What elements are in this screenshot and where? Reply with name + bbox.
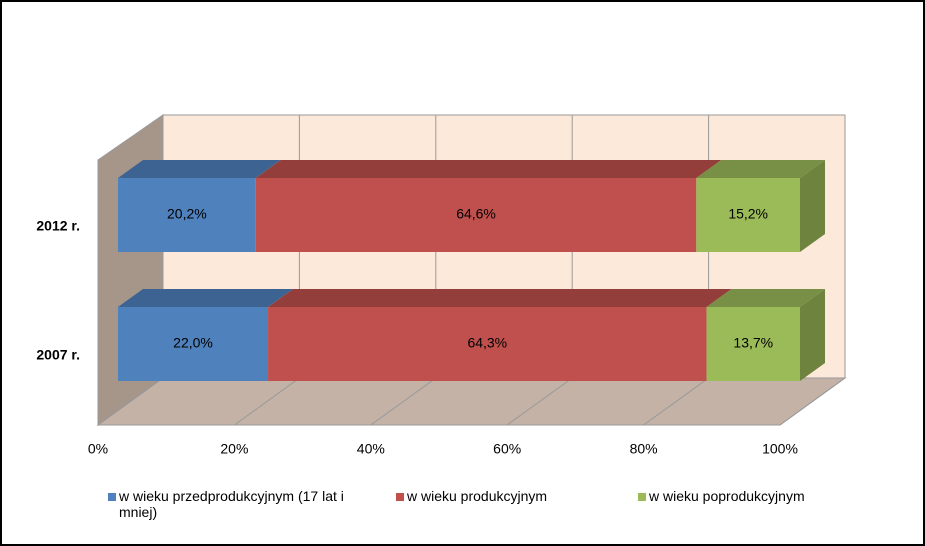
floor-grid-line <box>97 377 164 426</box>
value-label: 20,2% <box>167 206 207 222</box>
x-tick-label: 0% <box>88 441 108 457</box>
floor-grid-line <box>370 377 437 426</box>
bar-top <box>118 160 281 178</box>
x-tick-label: 20% <box>220 441 248 457</box>
bar-top <box>706 289 825 307</box>
bar <box>118 307 269 381</box>
legend-swatch <box>638 493 646 501</box>
bar <box>255 178 697 252</box>
legend-item: w wieku przedprodukcyjnym (17 lat i mnie… <box>108 488 368 520</box>
bar-top <box>255 160 722 178</box>
legend-label: w wieku poprodukcyjnym <box>649 488 805 504</box>
x-tick-label: 40% <box>357 441 385 457</box>
bar <box>118 178 256 252</box>
bar-top <box>268 289 732 307</box>
value-label: 22,0% <box>173 335 213 351</box>
floor <box>96 377 847 426</box>
floor-grid-line <box>506 377 573 426</box>
value-label: 13,7% <box>733 335 773 351</box>
value-label: 64,6% <box>456 206 496 222</box>
legend-swatch <box>108 493 116 501</box>
y-tick-label: 2007 r. <box>36 347 80 363</box>
x-tick-label: 80% <box>630 441 658 457</box>
x-tick-label: 100% <box>762 441 798 457</box>
bar <box>696 178 800 252</box>
value-label: 64,3% <box>467 335 507 351</box>
bar <box>706 307 800 381</box>
floor-grid-line <box>643 377 709 426</box>
bar-top <box>696 160 825 178</box>
floor-grid-line <box>779 377 846 426</box>
y-tick-label: 2012 r. <box>36 218 80 234</box>
bar-side <box>800 289 825 381</box>
legend-label: w wieku produkcyjnym <box>407 488 548 504</box>
bar-top <box>118 289 294 307</box>
bar <box>268 307 707 381</box>
bar-side <box>800 160 825 252</box>
floor-grid-line <box>234 377 300 426</box>
x-tick-label: 60% <box>493 441 521 457</box>
value-label: 15,2% <box>728 206 768 222</box>
legend-item: w wieku produkcyjnym <box>396 488 547 504</box>
legend-item: w wieku poprodukcyjnym <box>638 488 805 504</box>
legend-label: w wieku przedprodukcyjnym (17 lat i mnie… <box>119 488 344 520</box>
legend-swatch <box>396 493 404 501</box>
